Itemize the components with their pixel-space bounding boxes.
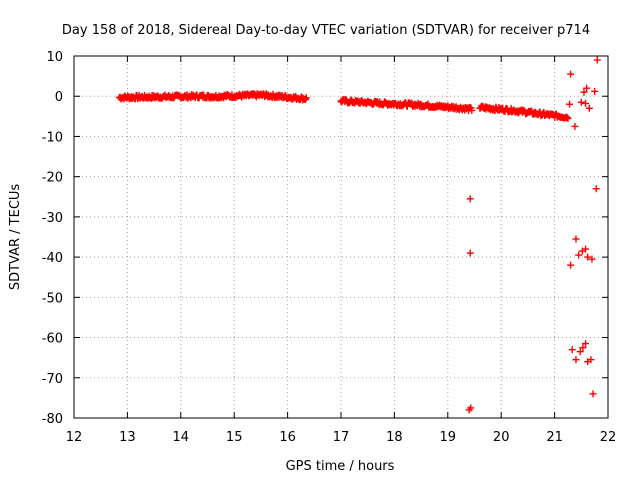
y-tick-label: 0 — [55, 90, 63, 105]
data-point — [575, 251, 583, 259]
data-point — [580, 88, 588, 96]
data-point — [468, 106, 476, 114]
y-axis-label: SDTVAR / TECUs — [8, 184, 23, 291]
data-point — [593, 56, 601, 64]
data-points — [115, 56, 601, 414]
data-point — [563, 114, 571, 122]
data-point — [567, 261, 575, 269]
y-tick-label: -80 — [42, 412, 63, 427]
x-tick-label: 14 — [173, 430, 190, 445]
y-tick-label: -70 — [42, 372, 63, 387]
y-tick-label: -30 — [42, 211, 63, 226]
y-tick-label: 10 — [46, 50, 63, 65]
data-point — [564, 115, 572, 123]
x-tick-label: 12 — [66, 430, 83, 445]
data-point — [582, 340, 590, 348]
data-point — [572, 235, 580, 243]
data-point — [466, 249, 474, 257]
data-point — [465, 406, 473, 414]
data-point — [591, 87, 599, 95]
x-tick-label: 13 — [119, 430, 136, 445]
data-point — [587, 356, 595, 364]
x-tick-label: 17 — [333, 430, 350, 445]
data-point — [571, 122, 579, 130]
data-point — [582, 245, 590, 253]
data-point — [585, 104, 593, 112]
data-point — [576, 348, 584, 356]
x-axis-label: GPS time / hours — [286, 459, 395, 474]
x-tick-label: 19 — [440, 430, 457, 445]
y-tick-label: -50 — [42, 291, 63, 306]
data-point — [572, 356, 580, 364]
x-tick-label: 22 — [600, 430, 617, 445]
x-tick-label: 21 — [546, 430, 563, 445]
x-tick-label: 15 — [226, 430, 243, 445]
data-point — [567, 70, 575, 78]
data-point — [568, 346, 576, 354]
x-tick-label: 20 — [493, 430, 510, 445]
x-tick-label: 18 — [386, 430, 403, 445]
data-point — [582, 99, 590, 107]
data-point — [579, 344, 587, 352]
chart-title: Day 158 of 2018, Sidereal Day-to-day VTE… — [62, 23, 590, 38]
data-point — [466, 195, 474, 203]
y-tick-label: -10 — [42, 130, 63, 145]
y-tick-label: -20 — [42, 171, 63, 186]
data-point — [566, 100, 574, 108]
y-tick-label: -60 — [42, 332, 63, 347]
data-point — [592, 185, 600, 193]
data-point — [577, 98, 585, 106]
data-point — [584, 253, 592, 261]
data-point — [302, 94, 310, 102]
data-point — [583, 84, 591, 92]
data-point — [588, 255, 596, 263]
data-point — [589, 390, 597, 398]
ticks: 12 13 14 15 16 17 18 19 20 21 22 10 0 -10 -20 -30 -40 -50… — [42, 50, 617, 445]
x-tick-label: 16 — [279, 430, 296, 445]
y-tick-label: -40 — [42, 251, 63, 266]
